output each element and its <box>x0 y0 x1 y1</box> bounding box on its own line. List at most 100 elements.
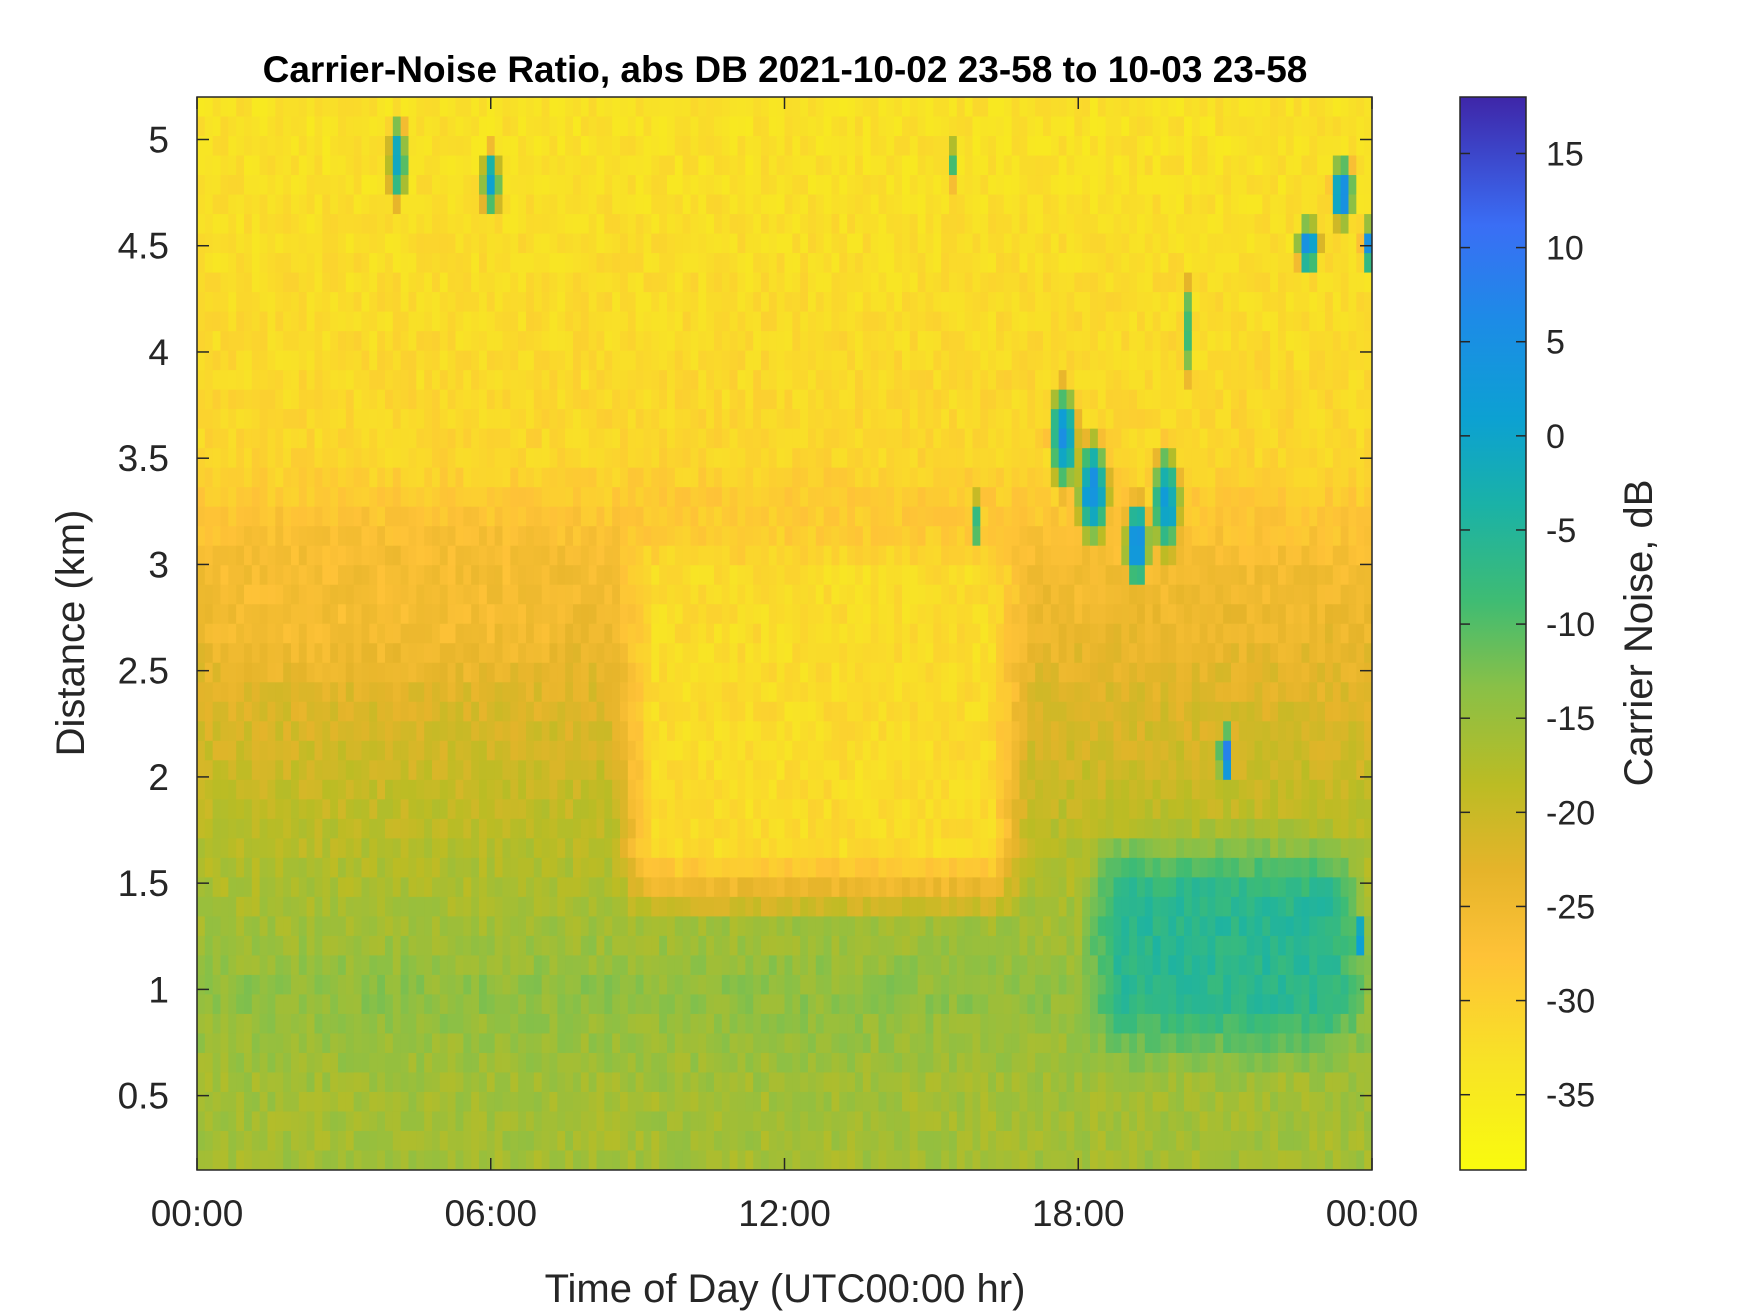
heatmap-cell <box>667 175 676 196</box>
heatmap-cell <box>784 175 793 196</box>
heatmap-cell <box>267 292 276 313</box>
heatmap-cell <box>345 506 355 527</box>
heatmap-cell <box>291 389 300 410</box>
heatmap-cell <box>588 350 598 371</box>
heatmap-cell <box>831 1150 840 1170</box>
heatmap-cell <box>479 682 488 703</box>
heatmap-cell <box>204 779 214 800</box>
heatmap-cell <box>314 857 323 878</box>
heatmap-cell <box>345 331 355 352</box>
heatmap-cell <box>784 682 793 703</box>
heatmap-cell <box>345 233 355 254</box>
heatmap-cell <box>298 331 308 352</box>
heatmap-cell <box>839 155 848 176</box>
heatmap-cell <box>557 760 566 781</box>
heatmap-cell <box>424 448 433 469</box>
heatmap-cell <box>862 896 872 917</box>
heatmap-cell <box>306 233 316 254</box>
heatmap-cell <box>862 799 872 820</box>
heatmap-cell <box>220 584 229 605</box>
heatmap-cell <box>479 136 488 157</box>
heatmap-cell <box>643 233 652 254</box>
heatmap-cell <box>494 272 504 293</box>
heatmap-cell <box>283 838 292 859</box>
heatmap-cell <box>369 253 378 274</box>
heatmap-cell <box>886 545 895 566</box>
heatmap-cell <box>800 1150 809 1170</box>
heatmap-cell <box>275 526 284 547</box>
heatmap-cell <box>706 721 715 742</box>
heatmap-cell <box>588 799 598 820</box>
heatmap-cell <box>737 604 746 625</box>
heatmap-cell <box>479 409 488 430</box>
heatmap-cell <box>408 643 417 664</box>
heatmap-cell <box>322 623 331 644</box>
heatmap-cell <box>479 916 488 937</box>
heatmap-cell <box>745 487 754 508</box>
heatmap-cell <box>408 818 417 839</box>
heatmap-cell <box>588 545 598 566</box>
heatmap-cell <box>392 916 402 937</box>
heatmap-cell <box>322 721 331 742</box>
heatmap-cell <box>792 838 801 859</box>
heatmap-cell <box>714 428 723 449</box>
heatmap-cell <box>596 428 605 449</box>
heatmap-cell <box>314 506 323 527</box>
heatmap-cell <box>424 194 433 215</box>
heatmap-cell <box>674 311 684 332</box>
heatmap-cell <box>541 467 551 488</box>
heatmap-cell <box>306 623 316 644</box>
heatmap-cell <box>682 779 692 800</box>
heatmap-cell <box>894 740 903 761</box>
heatmap-cell <box>831 877 840 898</box>
heatmap-cell <box>831 331 840 352</box>
heatmap-cell <box>291 253 300 274</box>
heatmap-cell <box>667 565 676 586</box>
heatmap-cell <box>471 701 480 722</box>
heatmap-cell <box>659 1013 668 1035</box>
heatmap-cell <box>682 409 692 430</box>
heatmap-cell <box>322 545 331 566</box>
heatmap-cell <box>494 1013 504 1035</box>
heatmap-cell <box>283 1150 292 1170</box>
heatmap-cell <box>690 818 699 839</box>
heatmap-cell <box>510 682 519 703</box>
heatmap-cell <box>416 760 425 781</box>
heatmap-cell <box>784 994 793 1015</box>
heatmap-cell <box>596 994 605 1015</box>
heatmap-cell <box>494 662 504 683</box>
heatmap-cell <box>244 487 253 508</box>
heatmap-cell <box>839 701 848 722</box>
heatmap-cell <box>455 292 464 313</box>
heatmap-cell <box>549 545 558 566</box>
heatmap-cell <box>345 253 355 274</box>
heatmap-cell <box>792 448 801 469</box>
heatmap-cell <box>416 1111 425 1132</box>
heatmap-cell <box>298 311 308 332</box>
heatmap-cell <box>400 1072 410 1093</box>
heatmap-cell <box>674 389 684 410</box>
heatmap-cell <box>267 662 276 683</box>
heatmap-cell <box>345 487 355 508</box>
heatmap-cell <box>784 779 793 800</box>
heatmap-cell <box>886 896 895 917</box>
heatmap-cell <box>424 1072 433 1093</box>
heatmap-cell <box>236 721 245 742</box>
heatmap-cell <box>729 1130 739 1152</box>
heatmap-cell <box>244 1052 253 1074</box>
heatmap-cell <box>549 1072 558 1093</box>
heatmap-cell <box>690 955 699 976</box>
heatmap-cell <box>345 935 355 956</box>
heatmap-cell <box>416 994 425 1015</box>
heatmap-cell <box>197 916 206 937</box>
heatmap-cell <box>612 311 621 332</box>
heatmap-cell <box>267 1130 276 1152</box>
heatmap-cell <box>369 526 378 547</box>
heatmap-cell <box>659 857 668 878</box>
heatmap-cell <box>479 233 488 254</box>
heatmap-cell <box>251 467 261 488</box>
heatmap-cell <box>267 467 276 488</box>
heatmap-cell <box>416 877 425 898</box>
heatmap-cell <box>447 935 457 956</box>
heatmap-cell <box>447 779 457 800</box>
